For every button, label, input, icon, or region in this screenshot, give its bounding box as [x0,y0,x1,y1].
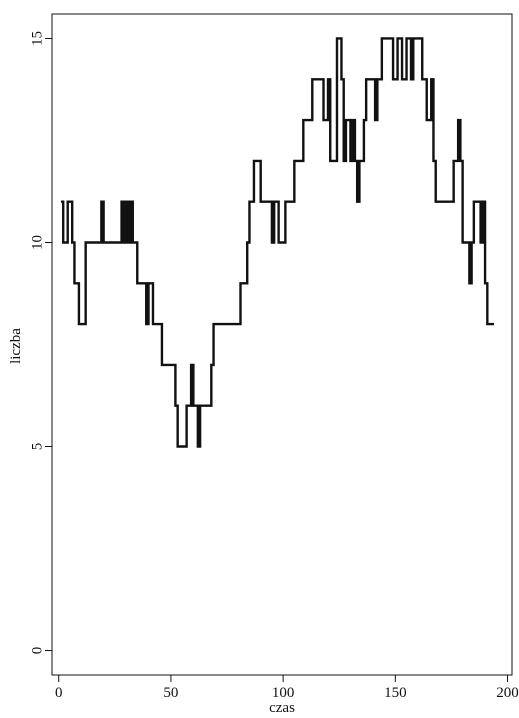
x-axis-label: czas [269,700,295,716]
y-axis-label: liczba [8,328,24,364]
x-tick-label: 50 [163,685,178,701]
x-tick-label: 0 [55,685,63,701]
y-tick-label: 10 [29,235,45,250]
series-layer [60,37,495,448]
y-tick-label: 15 [29,31,45,46]
x-axis: 0 50 100 150 200 [55,675,519,701]
x-tick-label: 100 [272,685,295,701]
y-tick-label: 5 [29,443,45,451]
y-axis: 0 5 10 15 [29,31,52,654]
y-tick-label: 0 [29,647,45,655]
x-tick-label: 200 [496,685,519,701]
series-line [60,37,495,448]
x-tick-label: 150 [384,685,407,701]
plot-frame [51,13,513,676]
